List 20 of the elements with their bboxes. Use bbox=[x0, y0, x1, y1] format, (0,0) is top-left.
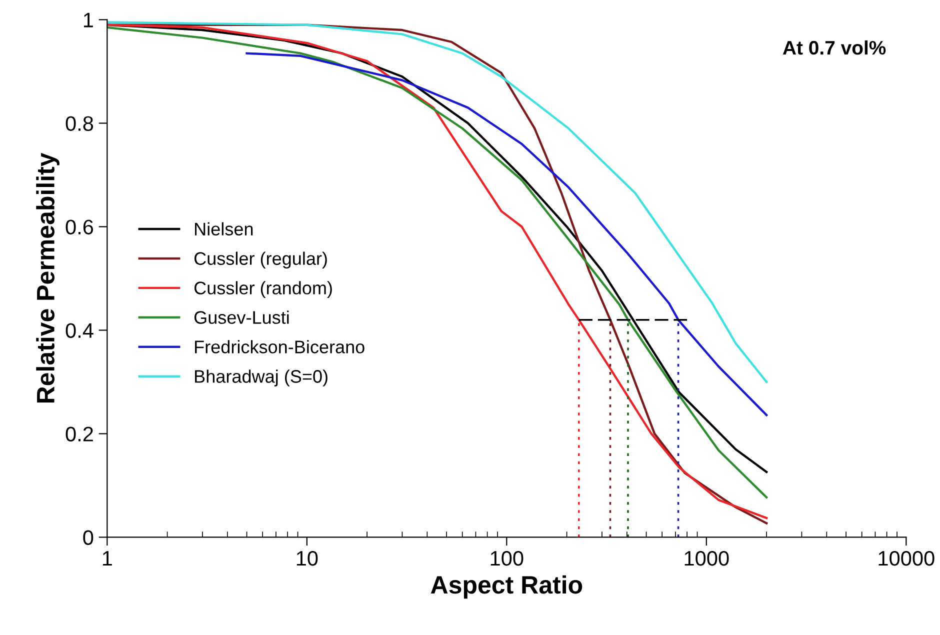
x-tick-label: 1000 bbox=[684, 550, 729, 566]
legend-label: Fredrickson-Bicerano bbox=[195, 340, 364, 354]
legend-label: Nielsen bbox=[195, 222, 253, 236]
y-tick-label: 0 bbox=[83, 530, 94, 545]
y-tick-label: 1 bbox=[84, 12, 93, 28]
legend-label: Bharadwaj (S=0) bbox=[195, 370, 328, 386]
legend-label: Gusev-Lusti bbox=[194, 310, 289, 324]
x-tick-label: 10000 bbox=[878, 550, 934, 566]
y-tick-label: 0.4 bbox=[66, 323, 94, 338]
legend-label: Cussler (random) bbox=[194, 281, 332, 298]
y-tick-label: 0.8 bbox=[66, 116, 94, 131]
x-tick-label: 100 bbox=[490, 550, 524, 566]
x-axis-title: Aspect Ratio bbox=[430, 575, 582, 599]
x-tick-label: 10 bbox=[296, 550, 318, 566]
y-tick-label: 0.6 bbox=[66, 220, 94, 234]
y-tick-label: 0.2 bbox=[66, 426, 93, 442]
annotation: At 0.7 vol% bbox=[782, 40, 886, 55]
y-axis-title: Relative Permeability bbox=[36, 152, 60, 403]
legend-label: Cussler (regular) bbox=[194, 252, 327, 269]
x-tick-label: 1 bbox=[102, 551, 112, 566]
